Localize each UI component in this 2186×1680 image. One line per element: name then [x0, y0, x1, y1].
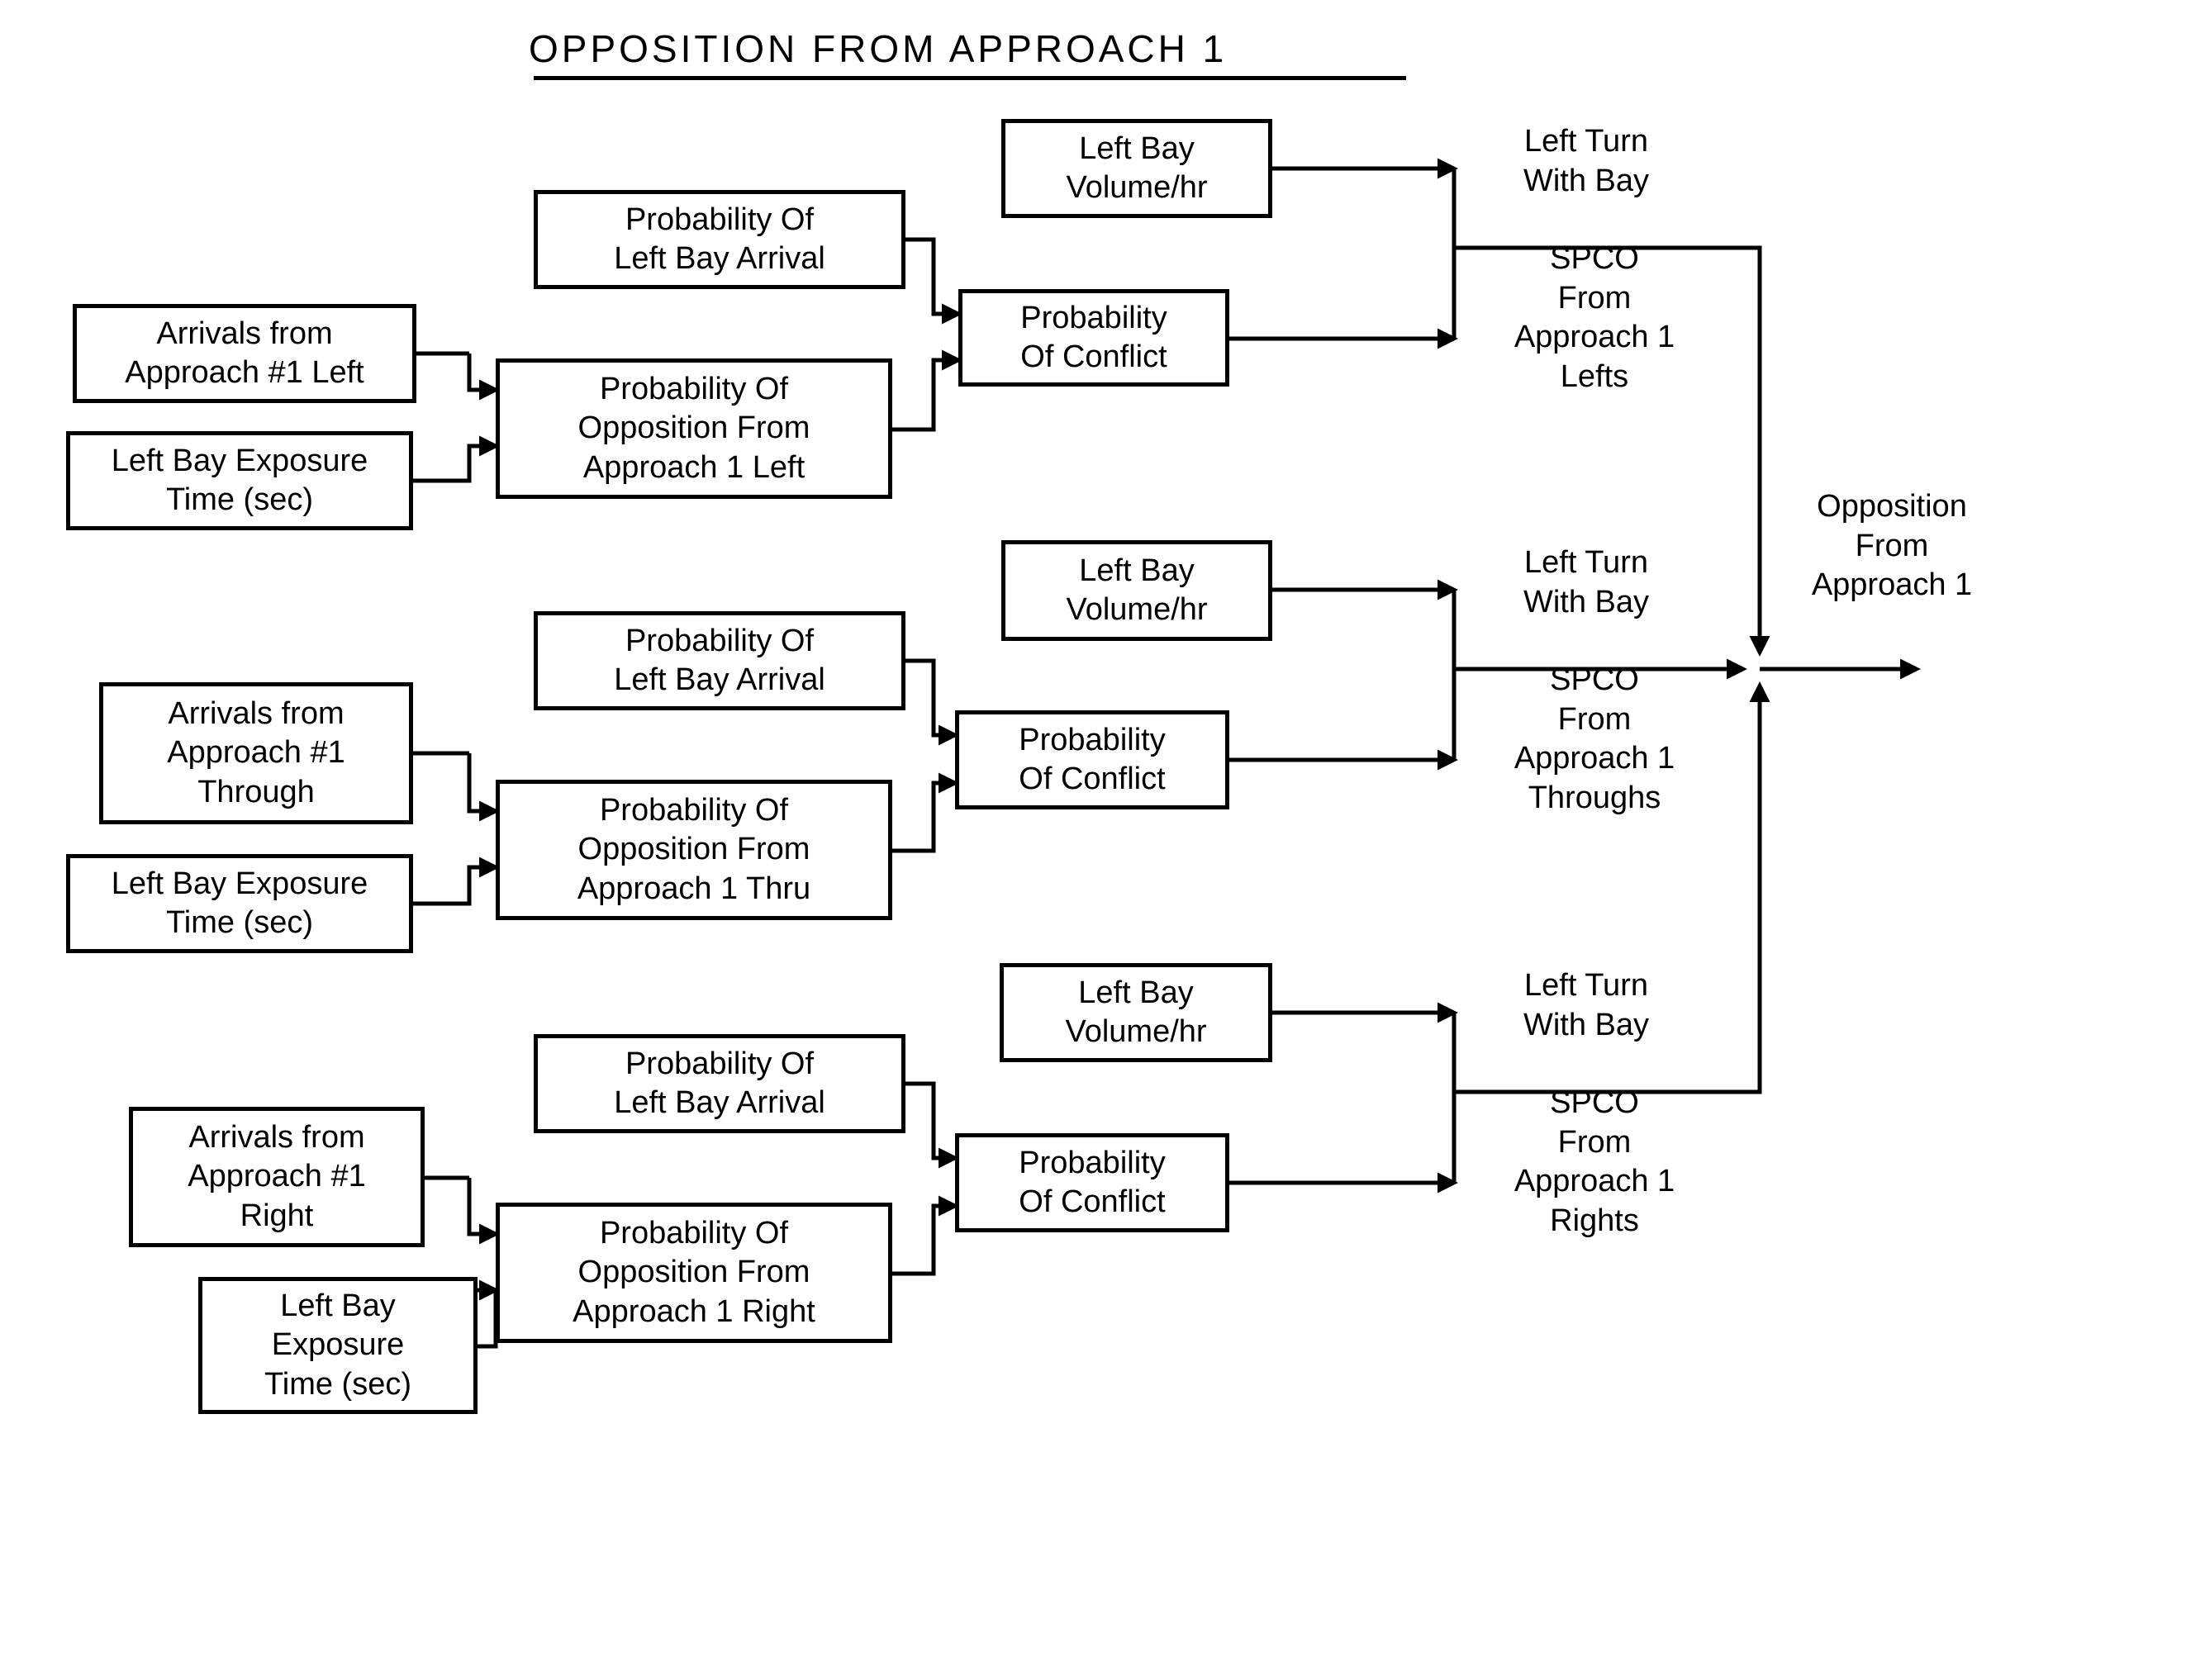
label-L2: SPCO From Approach 1 Lefts — [1479, 240, 1710, 396]
node-b15: Probability Of Left Bay Arrival — [534, 1034, 905, 1133]
label-L1: Left Turn With Bay — [1479, 122, 1694, 201]
node-b16: Probability Of Opposition From Approach … — [496, 1203, 892, 1343]
node-b1: Arrivals from Approach #1 Left — [73, 304, 416, 403]
edge-b15-right — [905, 1084, 955, 1158]
node-b13: Arrivals from Approach #1 Right — [129, 1107, 425, 1247]
label-L6: SPCO From Approach 1 Rights — [1479, 1084, 1710, 1241]
label-L4: SPCO From Approach 1 Throughs — [1479, 661, 1710, 818]
edge-b4-right — [892, 360, 958, 429]
node-b11: Left Bay Volume/hr — [1001, 540, 1272, 641]
edge-b3-right — [905, 240, 958, 314]
node-b5: Left Bay Volume/hr — [1001, 119, 1272, 218]
edge-b14-right — [478, 1290, 496, 1346]
node-b14: Left Bay Exposure Time (sec) — [198, 1277, 478, 1414]
node-b12: Probability Of Conflict — [955, 710, 1229, 809]
diagram-title: OPPOSITION FROM APPROACH 1 — [529, 26, 1227, 71]
title-underline — [534, 76, 1406, 80]
node-b7: Arrivals from Approach #1 Through — [99, 682, 413, 824]
label-L7: Opposition From Approach 1 — [1776, 487, 2008, 605]
label-L5: Left Turn With Bay — [1479, 966, 1694, 1045]
edge-b16-right — [892, 1206, 955, 1274]
node-b3: Probability Of Left Bay Arrival — [534, 190, 905, 289]
arrows-layer — [0, 0, 2186, 1680]
edge-b10-right — [892, 783, 955, 851]
node-b4: Probability Of Opposition From Approach … — [496, 358, 892, 499]
edge-b9-right — [905, 661, 955, 735]
node-b18: Probability Of Conflict — [955, 1133, 1229, 1232]
edge-b8-right — [413, 867, 496, 904]
edge-b13-down — [469, 1178, 496, 1234]
edge-b1-down — [469, 354, 496, 390]
node-b17: Left Bay Volume/hr — [1000, 963, 1272, 1062]
node-b8: Left Bay Exposure Time (sec) — [66, 854, 413, 953]
edge-b2-right — [413, 446, 496, 481]
node-b9: Probability Of Left Bay Arrival — [534, 611, 905, 710]
node-b10: Probability Of Opposition From Approach … — [496, 780, 892, 920]
node-b6: Probability Of Conflict — [958, 289, 1229, 387]
edge-b7-down — [469, 753, 496, 811]
label-L3: Left Turn With Bay — [1479, 543, 1694, 622]
node-b2: Left Bay Exposure Time (sec) — [66, 431, 413, 530]
